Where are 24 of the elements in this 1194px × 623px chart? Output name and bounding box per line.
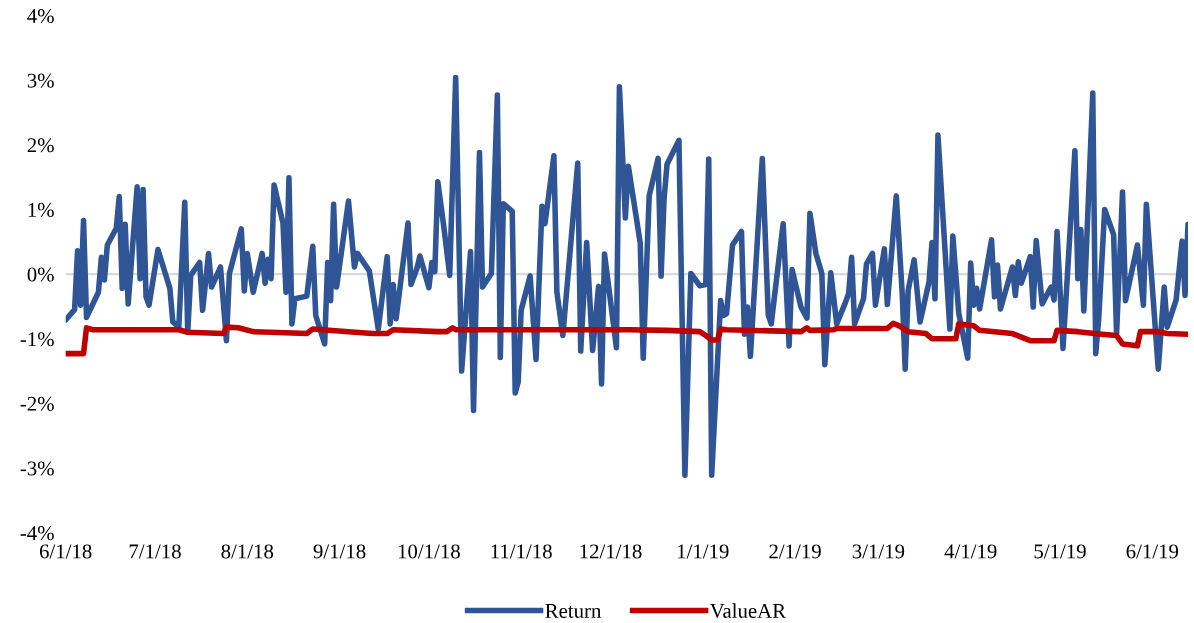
x-tick-label: 3/1/19 (852, 544, 905, 559)
legend-label: ValueAR (709, 603, 787, 619)
x-tick-label: 10/1/18 (398, 544, 460, 559)
x-tick-label: 6/1/18 (39, 544, 92, 559)
x-tick-label: 11/1/18 (491, 544, 552, 559)
y-tick-label: 0% (27, 267, 54, 282)
x-tick-label: 9/1/18 (313, 544, 366, 559)
x-tick-label: 1/1/19 (677, 544, 729, 559)
y-tick-label: 3% (27, 73, 54, 88)
y-tick-label: 4% (27, 8, 54, 24)
y-tick-label: -2% (20, 396, 54, 411)
y-tick-label: -4% (20, 526, 54, 541)
y-tick-label: 2% (27, 138, 54, 153)
legend-label: Return (545, 604, 602, 618)
y-tick-label: -1% (20, 332, 54, 347)
x-tick-label: 8/1/18 (221, 544, 274, 559)
y-tick-label: -3% (20, 461, 54, 476)
x-tick-label: 7/1/18 (129, 544, 181, 559)
y-tick-label: 1% (28, 202, 54, 217)
x-tick-label: 4/1/19 (944, 544, 997, 559)
x-tick-label: 5/1/19 (1034, 544, 1086, 559)
x-tick-label: 6/1/19 (1126, 544, 1179, 559)
x-tick-label: 2/1/19 (769, 544, 821, 559)
x-tick-label: 12/1/18 (580, 544, 642, 559)
